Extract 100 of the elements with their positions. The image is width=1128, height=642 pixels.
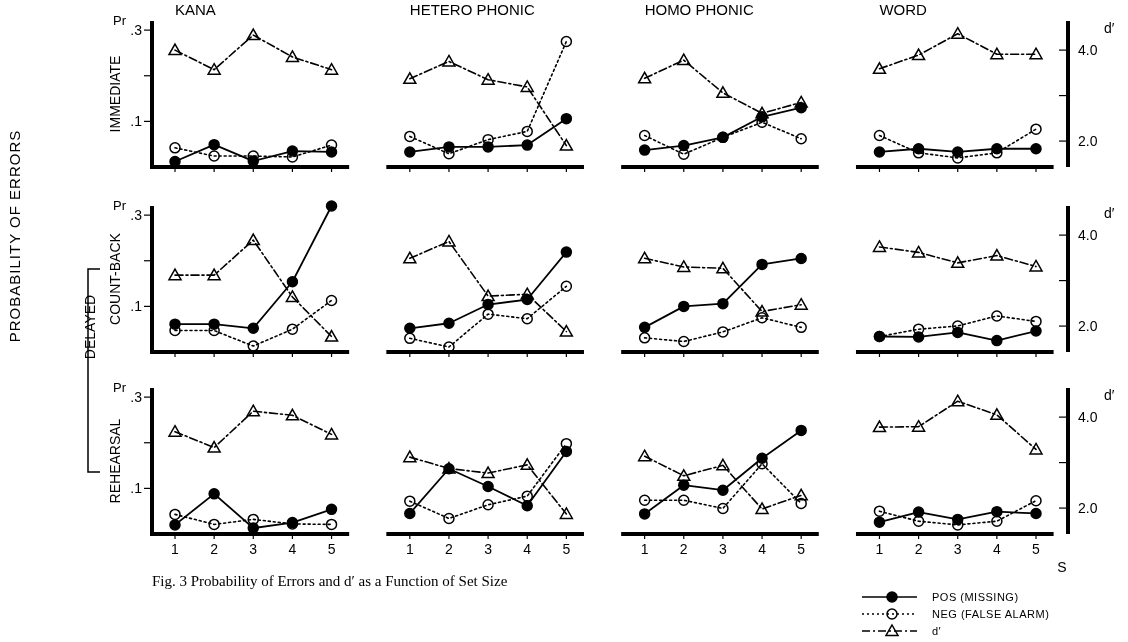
point: [559, 138, 574, 151]
point: [950, 394, 965, 407]
y-tick-label: .3: [130, 389, 143, 406]
point: [246, 404, 261, 417]
point: [207, 440, 221, 453]
point: [403, 450, 417, 463]
y2-axis-title: d′: [1104, 205, 1115, 221]
point: [794, 297, 808, 310]
text: HETERO PHONIC: [409, 1, 535, 18]
y2-tick-label: 2.0: [1078, 133, 1098, 150]
point: [991, 334, 1003, 347]
caption: Fig. 3 Probability of Errors and d′ as a Function of Set Size: [152, 573, 508, 589]
point: [872, 420, 887, 433]
point: [560, 280, 573, 293]
point: [207, 62, 221, 75]
x-tick-label: 4: [288, 541, 297, 557]
y2-tick-label: 2.0: [1078, 318, 1098, 335]
point: [560, 35, 573, 48]
y-tick-label: .3: [130, 207, 143, 224]
point: [208, 518, 220, 531]
x-tick-label: 3: [953, 541, 962, 557]
point: [481, 466, 495, 479]
point: [638, 508, 651, 520]
point: [560, 246, 573, 258]
point: [285, 50, 300, 63]
point: [872, 240, 887, 253]
point: [911, 48, 926, 61]
point: [521, 139, 533, 151]
point: [795, 321, 807, 334]
x-tick-label: 5: [1032, 541, 1041, 557]
text: WORD: [879, 1, 928, 18]
point: [521, 312, 533, 325]
point: [404, 146, 416, 158]
point: [520, 287, 534, 300]
point: [717, 502, 729, 515]
point: [638, 129, 651, 142]
x-axis-title: S: [1057, 559, 1067, 575]
point: [873, 146, 886, 158]
point: [873, 516, 886, 528]
point: [912, 506, 925, 518]
point: [521, 125, 533, 138]
point: [246, 233, 261, 246]
point: [717, 484, 729, 496]
point: [716, 458, 730, 471]
point: [1029, 47, 1043, 60]
point: [168, 268, 182, 281]
point: [482, 480, 494, 493]
point: [324, 329, 339, 342]
point: [637, 449, 652, 462]
y2-tick-label: 4.0: [1078, 227, 1098, 244]
legend-label: NEG (FALSE ALARM): [932, 608, 1050, 620]
point: [990, 408, 1004, 421]
text: COUNT-BACK: [107, 232, 123, 325]
text: PROBABILITY OF ERRORS: [6, 129, 23, 343]
point: [521, 499, 533, 512]
point: [911, 245, 926, 258]
point: [1030, 507, 1042, 520]
x-tick-label: 3: [719, 541, 728, 557]
point: [482, 308, 494, 320]
point: [794, 488, 808, 501]
point: [208, 150, 220, 162]
point: [991, 505, 1003, 518]
point: [325, 200, 338, 212]
point: [403, 251, 417, 264]
point: [442, 234, 456, 247]
point: [677, 469, 691, 482]
point: [169, 508, 181, 521]
y2-tick-label: 4.0: [1078, 409, 1098, 426]
point: [950, 26, 965, 39]
point: [638, 332, 651, 344]
y-tick-label: .1: [130, 113, 143, 130]
y-axis-title: Pr: [113, 380, 127, 395]
x-tick-label: 1: [640, 541, 649, 557]
point: [1030, 123, 1042, 135]
point: [755, 502, 769, 515]
x-tick-label: 4: [992, 541, 1001, 557]
text: DELAYED: [82, 294, 98, 360]
y-tick-label: .3: [130, 22, 143, 39]
point: [325, 503, 338, 516]
point: [325, 294, 338, 307]
y2-axis-title: d′: [1104, 387, 1115, 403]
y-tick-label: .1: [130, 298, 143, 315]
x-tick-label: 5: [327, 541, 336, 557]
point: [285, 408, 300, 421]
point: [560, 112, 573, 125]
point: [991, 515, 1003, 527]
x-tick-label: 4: [523, 541, 532, 557]
point: [246, 28, 261, 41]
point: [403, 72, 417, 85]
point: [286, 275, 299, 288]
point: [950, 256, 965, 269]
y-tick-label: .1: [130, 480, 143, 497]
point: [1030, 315, 1042, 328]
point: [169, 142, 181, 154]
point: [520, 80, 534, 93]
y2-tick-label: 4.0: [1078, 42, 1098, 59]
point: [756, 312, 768, 324]
point: [1030, 494, 1042, 507]
point: [873, 505, 886, 517]
point: [755, 304, 769, 317]
